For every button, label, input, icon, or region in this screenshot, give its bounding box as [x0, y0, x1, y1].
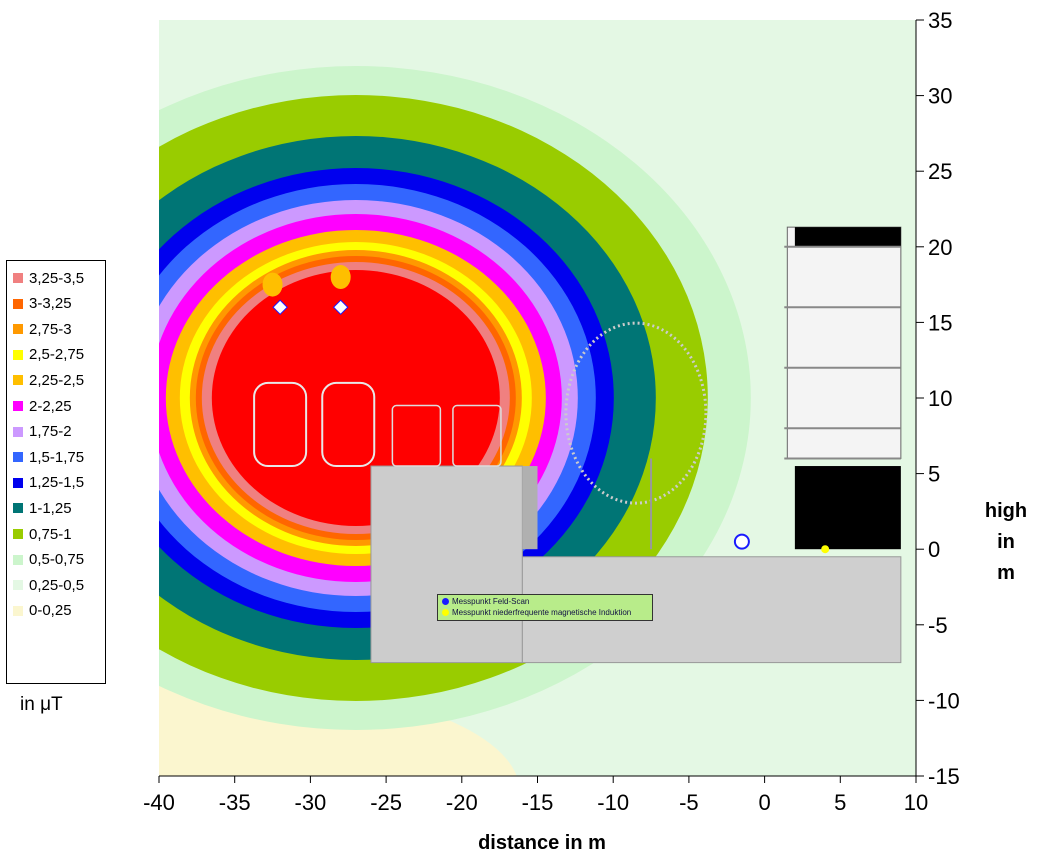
field-core — [211, 270, 500, 526]
y-tick-label: 10 — [928, 386, 952, 411]
x-tick-label: -25 — [370, 790, 402, 815]
legend-item: 3,25-3,5 — [13, 267, 84, 289]
x-tick-label: -15 — [522, 790, 554, 815]
y-tick-label: -10 — [928, 688, 960, 713]
legend-swatch — [13, 605, 23, 616]
legend-label: 2,25-2,5 — [29, 371, 85, 389]
annotation-label: Messpunkt Feld-Scan — [452, 597, 530, 606]
legend-item: 2-2,25 — [13, 395, 72, 417]
annotation-field-scan: Messpunkt Feld-Scan — [442, 597, 529, 606]
y-tick-label: 0 — [928, 537, 940, 562]
x-tick-label: -20 — [446, 790, 478, 815]
train-outline — [321, 381, 376, 468]
x-tick-label: 10 — [904, 790, 928, 815]
legend-item: 1,25-1,5 — [13, 472, 84, 494]
concrete-wall — [370, 465, 523, 664]
y-tick-label: 25 — [928, 159, 952, 184]
legend-item: 0,5-0,75 — [13, 549, 84, 571]
legend-swatch — [13, 349, 23, 360]
legend-label: 2-2,25 — [29, 397, 72, 415]
legend-swatch — [13, 503, 23, 514]
annotation-label: Messpunkt niederfrequente magnetische In… — [452, 608, 632, 617]
y-axis-label-line: high — [984, 500, 1028, 522]
legend-swatch — [13, 324, 23, 335]
legend-label: 0,5-0,75 — [29, 551, 85, 569]
y-tick-label: 15 — [928, 310, 952, 335]
legend-item: 2,25-2,5 — [13, 369, 84, 391]
legend-label: 2,75-3 — [29, 320, 72, 338]
legend-label: 2,5-2,75 — [29, 346, 85, 364]
building-roof-block — [794, 227, 901, 248]
y-axis-label-line: in — [997, 531, 1015, 553]
legend-item: 3-3,25 — [13, 293, 72, 315]
y-tick-label: 20 — [928, 235, 952, 260]
legend-item: 1-1,25 — [13, 497, 72, 519]
x-tick-label: 0 — [758, 790, 770, 815]
legend-swatch — [13, 273, 23, 283]
y-tick-label: -15 — [928, 764, 960, 789]
x-tick-label: -35 — [219, 790, 251, 815]
x-tick-label: -30 — [295, 790, 327, 815]
legend-swatch — [13, 426, 23, 437]
field-scan-point-icon — [332, 299, 349, 316]
y-axis-label-line: m — [997, 562, 1015, 584]
legend-swatch — [13, 401, 23, 411]
building-entrance-hall — [794, 466, 901, 550]
legend-item: 2,5-2,75 — [13, 344, 84, 366]
platform-edge — [522, 466, 538, 550]
field-notch — [262, 272, 283, 297]
train-outline — [253, 381, 308, 468]
x-tick-label: -10 — [597, 790, 629, 815]
y-tick-label: 35 — [928, 8, 952, 33]
x-tick-label: -5 — [679, 790, 699, 815]
legend-label: 1-1,25 — [29, 499, 72, 517]
measurement-point-legend: Messpunkt Feld-Scan Messpunkt niederfreq… — [437, 594, 653, 621]
y-tick-label: 5 — [928, 462, 940, 487]
legend-label: 1,5-1,75 — [29, 448, 85, 466]
legend-swatch — [13, 298, 23, 309]
tree-outline — [564, 321, 708, 505]
legend-swatch — [13, 452, 23, 463]
x-tick-label: 5 — [834, 790, 846, 815]
legend-swatch — [13, 529, 23, 539]
field-scan-marker-icon — [733, 533, 750, 550]
y-tick-label: -5 — [928, 613, 948, 638]
legend-item: 1,5-1,75 — [13, 446, 84, 468]
train-outline — [391, 404, 442, 467]
field-scan-marker-icon — [442, 598, 449, 605]
train-outline — [452, 404, 502, 467]
legend-item: 0,25-0,5 — [13, 574, 84, 596]
legend-label: 1,25-1,5 — [29, 474, 85, 492]
legend-item: 0-0,25 — [13, 600, 72, 622]
field-notch — [330, 265, 351, 290]
legend: 3,25-3,5 3-3,25 2,75-3 2,5-2,75 2,25-2,5 2-2,… — [6, 260, 106, 684]
legend-label: 3,25-3,5 — [29, 269, 85, 287]
x-axis-label: distance in m — [478, 832, 606, 854]
legend-label: 0,75-1 — [29, 525, 72, 543]
legend-label: 0,25-0,5 — [29, 576, 85, 594]
legend-swatch — [13, 580, 23, 591]
legend-label: 1,75-2 — [29, 423, 72, 441]
legend-label: 0-0,25 — [29, 602, 72, 620]
induction-marker-icon — [821, 545, 830, 554]
x-tick-label: -40 — [143, 790, 175, 815]
legend-label: 3-3,25 — [29, 295, 72, 313]
induction-marker-icon — [442, 609, 449, 616]
field-layers — [159, 20, 916, 776]
annotation-induction: Messpunkt niederfrequente magnetische In… — [442, 608, 631, 617]
legend-item: 0,75-1 — [13, 523, 72, 545]
legend-swatch — [13, 554, 23, 565]
legend-unit: in μT — [20, 694, 63, 715]
field-scan-point-icon — [272, 299, 288, 316]
building-facade — [786, 226, 902, 459]
legend-swatch — [13, 375, 23, 386]
y-tick-label: 30 — [928, 84, 952, 109]
legend-item: 1,75-2 — [13, 421, 72, 443]
y-axis-label: high in m — [976, 496, 1036, 589]
legend-swatch — [13, 477, 23, 488]
legend-item: 2,75-3 — [13, 318, 72, 340]
